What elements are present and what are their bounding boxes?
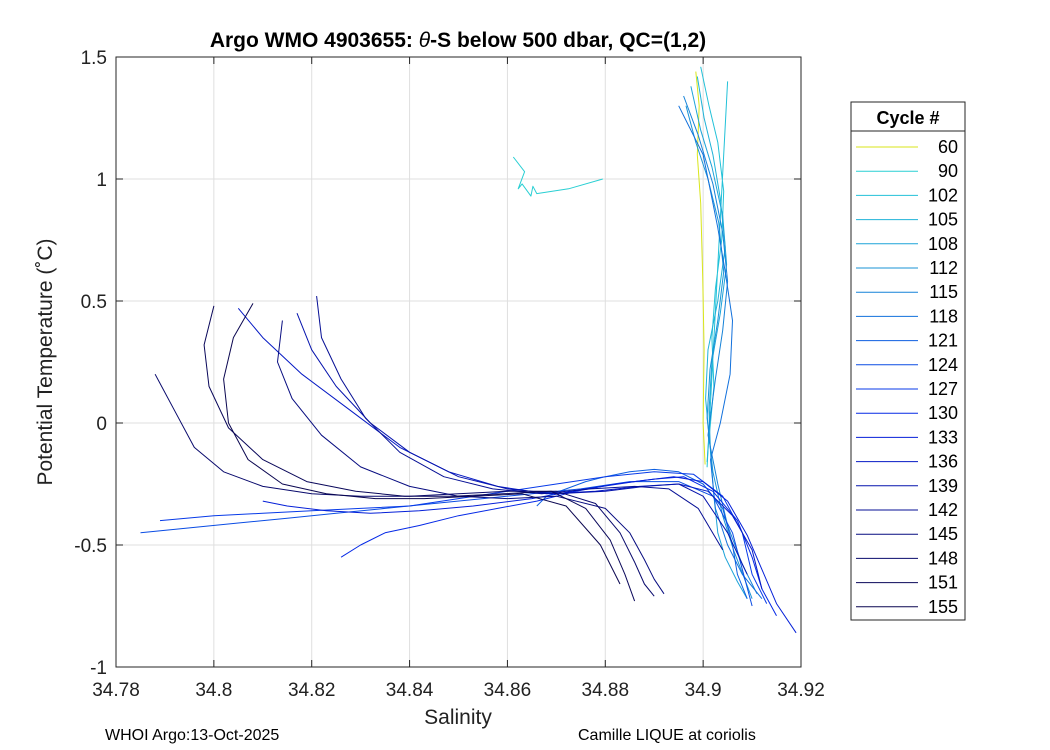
series-line-cycle-115: [683, 95, 758, 595]
legend-label-cycle-90: 90: [938, 161, 958, 181]
legend-label-cycle-145: 145: [928, 524, 958, 544]
series-line-cycle-145: [277, 320, 665, 595]
x-axis-label: Salinity: [424, 706, 492, 729]
chart-title: Argo WMO 4903655: θ-S below 500 dbar, QC…: [210, 29, 706, 52]
series-line-cycle-90: [512, 156, 603, 197]
series-line-cycle-121: [536, 468, 748, 599]
legend-label-cycle-136: 136: [928, 452, 958, 472]
legend-label-cycle-112: 112: [929, 258, 958, 278]
legend-box: [850, 101, 966, 621]
legend-label-cycle-133: 133: [928, 427, 958, 447]
footer-left: WHOI Argo:13-Oct-2025: [105, 727, 279, 744]
y-tick-label: -1: [90, 658, 107, 679]
x-tick-label: 34.9: [685, 680, 722, 701]
x-tick-label: 34.84: [386, 680, 434, 701]
legend-label-cycle-102: 102: [928, 185, 958, 205]
y-tick-label: 0.5: [81, 292, 107, 313]
x-tick-label: 34.78: [92, 680, 140, 701]
y-tick-label: 0: [96, 414, 107, 435]
series-line-cycle-108: [690, 86, 748, 599]
y-tick-label: 1: [96, 170, 107, 191]
legend-label-cycle-155: 155: [928, 597, 958, 617]
legend: Cycle # 60 90 102 105 108 112 115 118 121 124 127 1…: [850, 101, 966, 621]
legend-entries: 60 90 102 105 108 112 115 118 121 124 127 130 133 136…: [856, 137, 958, 617]
y-tick-label: 1.5: [81, 48, 107, 69]
legend-label-cycle-60: 60: [938, 137, 958, 157]
x-tick-label: 34.82: [288, 680, 336, 701]
legend-label-cycle-105: 105: [928, 210, 958, 230]
x-tick-label: 34.86: [484, 680, 532, 701]
x-tick-label: 34.92: [777, 680, 825, 701]
legend-label-cycle-121: 121: [928, 331, 958, 351]
legend-label-cycle-115: 115: [929, 282, 958, 302]
legend-label-cycle-148: 148: [928, 548, 958, 568]
plot-area: [116, 57, 801, 667]
legend-label-cycle-124: 124: [928, 355, 958, 375]
y-axis: -1 -0.5 0 0.5 1 1.5: [74, 48, 801, 679]
legend-label-cycle-108: 108: [928, 234, 958, 254]
series-line-cycle-148: [154, 373, 655, 597]
series-layer: [140, 66, 797, 634]
series-line-cycle-142: [316, 296, 724, 551]
legend-label-cycle-139: 139: [928, 476, 958, 496]
x-tick-label: 34.8: [195, 680, 232, 701]
series-line-cycle-60: [695, 71, 706, 465]
series-line-cycle-151: [203, 305, 636, 602]
series-line-cycle-118: [678, 105, 763, 600]
series-line-cycle-124: [140, 481, 753, 607]
plot-frame: [115, 56, 802, 668]
x-axis: 34.78 34.8 34.82 34.84 34.86 34.88 34.9 34.92: [92, 57, 825, 701]
series-line-cycle-155: [223, 303, 621, 585]
legend-label-cycle-127: 127: [928, 379, 958, 399]
series-line-cycle-133: [262, 476, 797, 634]
y-axis-label: Potential Temperature (˚C): [34, 238, 57, 485]
legend-label-cycle-142: 142: [928, 500, 958, 520]
legend-label-cycle-118: 118: [929, 306, 958, 326]
footer-right: Camille LIQUE at coriolis: [578, 727, 756, 744]
legend-label-cycle-151: 151: [928, 573, 958, 593]
legend-label-cycle-130: 130: [928, 403, 958, 423]
x-tick-label: 34.88: [582, 680, 630, 701]
legend-title: Cycle #: [876, 108, 939, 128]
y-tick-label: -0.5: [74, 536, 107, 557]
